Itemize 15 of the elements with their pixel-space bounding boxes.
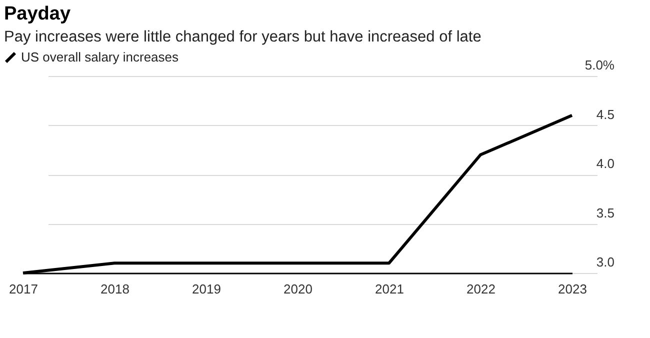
x-tick-label: 2019 [192, 282, 221, 296]
x-tick-label: 2020 [284, 282, 312, 296]
x-tick-label: 2022 [466, 282, 496, 296]
chart-title: Payday [4, 4, 71, 24]
y-tick-label: 5.0% [584, 58, 615, 72]
chart-subtitle: Pay increases were little changed for years but have increased of late [4, 28, 482, 46]
x-tick-label: 2018 [100, 282, 130, 296]
y-tick-label: 3.5 [596, 205, 614, 220]
y-tick-label: 4.0 [596, 156, 614, 171]
legend-label: US overall salary increases [21, 50, 180, 64]
y-tick-label: 4.5 [596, 106, 614, 122]
x-tick-label: 2023 [558, 282, 587, 296]
x-tick-label: 2017 [9, 282, 38, 296]
x-tick-label: 2021 [375, 282, 404, 296]
y-tick-label: 3.0 [596, 254, 614, 270]
